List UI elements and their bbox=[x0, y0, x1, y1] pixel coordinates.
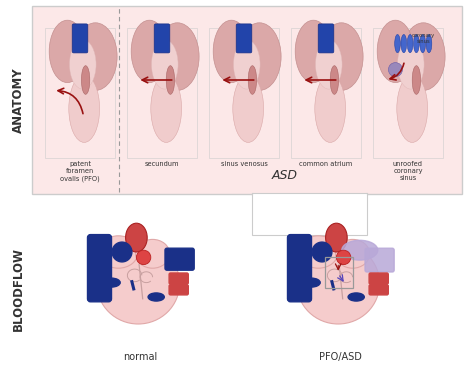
Ellipse shape bbox=[395, 35, 401, 53]
Ellipse shape bbox=[426, 35, 432, 53]
Bar bbox=[32, 6, 462, 194]
Text: sinus venosus: sinus venosus bbox=[220, 161, 267, 167]
Ellipse shape bbox=[401, 35, 407, 53]
Text: normal: normal bbox=[123, 352, 157, 362]
Ellipse shape bbox=[70, 40, 96, 89]
Ellipse shape bbox=[234, 40, 260, 89]
Circle shape bbox=[388, 63, 402, 77]
Ellipse shape bbox=[99, 236, 138, 268]
Ellipse shape bbox=[69, 75, 100, 142]
Ellipse shape bbox=[295, 20, 332, 82]
Ellipse shape bbox=[73, 23, 117, 90]
Ellipse shape bbox=[316, 40, 342, 89]
Bar bbox=[291, 28, 361, 158]
FancyBboxPatch shape bbox=[288, 235, 311, 302]
Ellipse shape bbox=[233, 75, 264, 142]
Text: ASD: ASD bbox=[272, 169, 298, 182]
Ellipse shape bbox=[319, 23, 363, 90]
Ellipse shape bbox=[315, 75, 346, 142]
Circle shape bbox=[137, 250, 151, 265]
FancyBboxPatch shape bbox=[72, 24, 88, 53]
Ellipse shape bbox=[166, 66, 174, 94]
FancyBboxPatch shape bbox=[165, 248, 194, 270]
Bar bbox=[373, 28, 443, 158]
Ellipse shape bbox=[302, 278, 320, 287]
Ellipse shape bbox=[297, 243, 380, 324]
Bar bbox=[45, 28, 115, 158]
Ellipse shape bbox=[412, 66, 420, 94]
Ellipse shape bbox=[151, 75, 182, 142]
Ellipse shape bbox=[126, 223, 147, 252]
Ellipse shape bbox=[397, 75, 428, 142]
FancyBboxPatch shape bbox=[365, 248, 394, 272]
Text: PFO/ASD: PFO/ASD bbox=[319, 352, 362, 362]
FancyBboxPatch shape bbox=[154, 24, 170, 53]
FancyBboxPatch shape bbox=[318, 24, 334, 53]
Ellipse shape bbox=[136, 239, 170, 268]
Ellipse shape bbox=[82, 66, 90, 94]
Ellipse shape bbox=[97, 243, 180, 324]
Ellipse shape bbox=[148, 293, 164, 301]
Bar bbox=[325, 258, 353, 288]
Ellipse shape bbox=[213, 20, 250, 82]
FancyBboxPatch shape bbox=[169, 285, 188, 295]
FancyBboxPatch shape bbox=[369, 285, 388, 295]
FancyBboxPatch shape bbox=[236, 24, 252, 53]
FancyBboxPatch shape bbox=[169, 273, 188, 284]
Ellipse shape bbox=[248, 66, 256, 94]
Ellipse shape bbox=[237, 23, 281, 90]
Circle shape bbox=[337, 250, 351, 265]
Ellipse shape bbox=[102, 278, 120, 287]
Text: secundum: secundum bbox=[145, 161, 179, 167]
Ellipse shape bbox=[401, 23, 445, 90]
Ellipse shape bbox=[326, 223, 347, 252]
Ellipse shape bbox=[414, 35, 419, 53]
Ellipse shape bbox=[348, 293, 365, 301]
Bar bbox=[209, 28, 279, 158]
Text: patent
foramen
ovalis (PFO): patent foramen ovalis (PFO) bbox=[60, 161, 100, 182]
Ellipse shape bbox=[152, 40, 178, 89]
Text: BLOODFLOW: BLOODFLOW bbox=[11, 247, 25, 331]
Circle shape bbox=[312, 242, 332, 262]
Ellipse shape bbox=[49, 20, 86, 82]
Text: coronary
sinus: coronary sinus bbox=[412, 33, 435, 44]
Ellipse shape bbox=[155, 23, 199, 90]
Ellipse shape bbox=[398, 40, 424, 89]
Ellipse shape bbox=[342, 240, 378, 260]
Text: common atrium: common atrium bbox=[300, 161, 353, 167]
Circle shape bbox=[112, 242, 132, 262]
Ellipse shape bbox=[407, 35, 413, 53]
Text: unroofed
coronary
sinus: unroofed coronary sinus bbox=[393, 161, 423, 181]
FancyBboxPatch shape bbox=[369, 273, 388, 284]
Ellipse shape bbox=[377, 20, 414, 82]
Ellipse shape bbox=[420, 35, 426, 53]
Ellipse shape bbox=[131, 20, 168, 82]
Ellipse shape bbox=[330, 66, 338, 94]
Text: ANATOMY: ANATOMY bbox=[11, 67, 25, 133]
FancyBboxPatch shape bbox=[88, 235, 111, 302]
Bar bbox=[252, 193, 367, 235]
Bar bbox=[127, 28, 197, 158]
Ellipse shape bbox=[336, 239, 370, 268]
Ellipse shape bbox=[299, 236, 338, 268]
